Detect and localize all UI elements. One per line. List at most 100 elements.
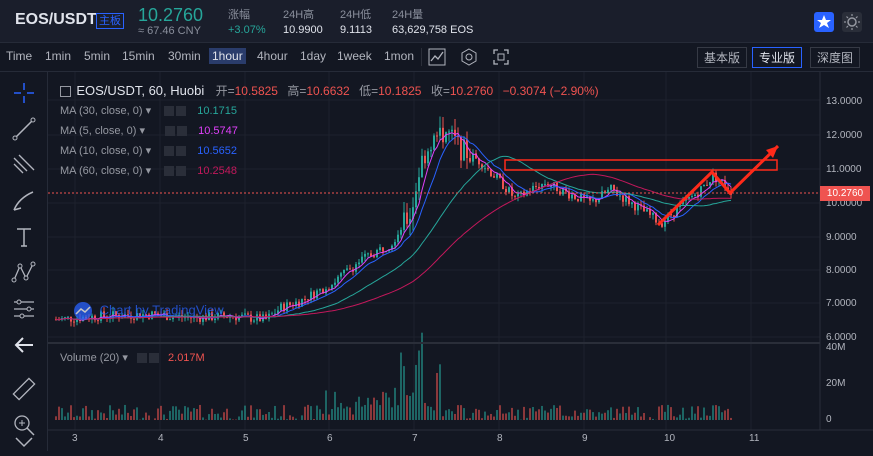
volume-bar — [688, 418, 690, 420]
volume-bar — [250, 405, 252, 420]
moving-average-lines — [56, 133, 731, 320]
chart-type-icon[interactable] — [428, 48, 446, 66]
forecast-arrowhead — [766, 146, 778, 158]
ma-remove-icon[interactable] — [176, 146, 186, 156]
candle-body — [391, 246, 393, 250]
tf-4hour[interactable]: 4hour — [254, 48, 291, 64]
candle-body — [676, 207, 678, 217]
basic-version-button[interactable]: 基本版 — [697, 47, 747, 68]
volume-bar — [721, 412, 723, 420]
candle-body — [601, 191, 603, 199]
fullscreen-icon[interactable] — [492, 48, 510, 66]
candle-body — [532, 186, 534, 192]
volume-bar — [196, 409, 198, 420]
theme-toggle-button[interactable] — [842, 12, 862, 32]
candle-body — [655, 213, 657, 223]
candle-body — [592, 199, 594, 200]
resistance-box-annotation — [505, 160, 777, 170]
price-tick: 12.0000 — [826, 130, 862, 141]
candle-body — [667, 214, 669, 221]
volume-bar — [181, 414, 183, 420]
volume-bar — [568, 416, 570, 420]
tf-time[interactable]: Time — [3, 48, 35, 64]
volume-bar — [82, 408, 84, 420]
candle-body — [463, 139, 465, 160]
candle-body — [697, 195, 699, 197]
candle-body — [394, 242, 396, 246]
candle-body — [493, 176, 495, 178]
tf-1week[interactable]: 1week — [334, 48, 375, 64]
volume-bar — [214, 414, 216, 420]
candle-body — [280, 304, 282, 311]
sun-icon — [842, 12, 862, 32]
ma-row-10[interactable]: MA (10, close, 0) ▾ 10.5652 — [60, 144, 237, 157]
pro-version-button[interactable]: 专业版 — [752, 47, 802, 68]
settings-icon[interactable] — [460, 48, 478, 66]
volume-bar — [700, 418, 702, 420]
volume-bar — [406, 395, 408, 420]
measure-ruler-icon[interactable] — [11, 376, 37, 402]
candle-body — [718, 181, 720, 182]
time-tick: 11 — [749, 433, 759, 444]
volume-bar — [634, 413, 636, 420]
candle-body — [514, 196, 516, 197]
volume-bar — [400, 353, 402, 420]
ma-row-30[interactable]: MA (30, close, 0) ▾ 10.1715 — [60, 104, 237, 117]
volume-bar — [577, 416, 579, 420]
volume-tick: 40M — [826, 342, 845, 353]
brush-icon[interactable] — [11, 188, 37, 214]
ma-settings-icon[interactable] — [165, 126, 175, 136]
volume-bar — [709, 416, 711, 420]
volume-bar — [496, 410, 498, 420]
board-badge: 主板 — [96, 13, 124, 29]
volume-tick: 0 — [826, 414, 832, 425]
ma-settings-icon[interactable] — [164, 106, 174, 116]
tf-1day[interactable]: 1day — [297, 48, 329, 64]
fib-tool-icon[interactable] — [11, 152, 37, 178]
candle-body — [544, 184, 546, 185]
ma-remove-icon[interactable] — [176, 166, 186, 176]
volume-settings-icon[interactable] — [137, 353, 147, 363]
ma-settings-icon[interactable] — [164, 166, 174, 176]
tf-15min[interactable]: 15min — [119, 48, 158, 64]
collapse-legend-icon[interactable] — [60, 86, 71, 97]
text-tool-icon[interactable] — [11, 224, 37, 250]
candle-body — [490, 169, 492, 176]
volume-bar — [241, 410, 243, 420]
tf-1mon[interactable]: 1mon — [381, 48, 417, 64]
ma-row-5[interactable]: MA (5, close, 0) ▾ 10.5747 — [60, 124, 238, 137]
volume-bar — [715, 405, 717, 420]
pattern-tool-icon[interactable] — [11, 260, 37, 286]
favorite-star-button[interactable] — [814, 12, 834, 32]
volume-bar — [355, 402, 357, 420]
collapse-chevron-icon[interactable] — [11, 430, 37, 456]
candle-body — [400, 230, 402, 235]
ma-remove-icon[interactable] — [176, 106, 186, 116]
ma-remove-icon[interactable] — [177, 126, 187, 136]
back-arrow-icon[interactable] — [11, 332, 37, 358]
tf-1min[interactable]: 1min — [42, 48, 74, 64]
ohlc-legend: EOS/USDT, 60, Huobi 开=10.5825 高=10.6632 … — [60, 82, 599, 99]
candle-body — [427, 151, 429, 163]
candle-body — [700, 186, 702, 197]
ma-row-60[interactable]: MA (60, close, 0) ▾ 10.2548 — [60, 164, 237, 177]
volume-bar — [574, 411, 576, 420]
trend-line-icon[interactable] — [11, 116, 37, 142]
depth-chart-button[interactable]: 深度图 — [810, 47, 860, 68]
volume-bar — [268, 412, 270, 420]
volume-bar — [175, 406, 177, 420]
high-label-legend: 高= — [287, 84, 306, 98]
crosshair-icon[interactable] — [11, 80, 37, 106]
candle-body — [445, 132, 447, 142]
prediction-tool-icon[interactable] — [11, 296, 37, 322]
tf-30min[interactable]: 30min — [165, 48, 204, 64]
volume-bar — [523, 407, 525, 420]
candle-body — [307, 299, 309, 300]
volume-bar — [472, 413, 474, 420]
tf-5min[interactable]: 5min — [81, 48, 113, 64]
ma-settings-icon[interactable] — [164, 146, 174, 156]
volume-remove-icon[interactable] — [149, 353, 159, 363]
ma-value: 10.5652 — [197, 145, 237, 157]
tf-1hour[interactable]: 1hour — [209, 48, 246, 64]
candle-body — [388, 249, 390, 251]
